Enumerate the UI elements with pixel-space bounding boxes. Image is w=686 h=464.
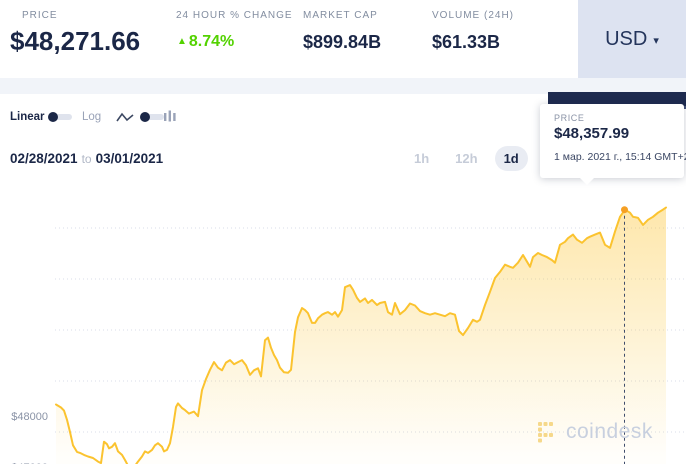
currency-value: USD (605, 27, 648, 50)
price-tooltip: PRICE $48,357.99 1 мар. 2021 г., 15:14 G… (540, 104, 686, 185)
price-label: PRICE (22, 10, 58, 21)
secondary-band (0, 78, 686, 94)
price-line (55, 206, 667, 464)
bar-chart-icon[interactable] (163, 109, 177, 130)
coindesk-watermark: coindesk (538, 420, 653, 444)
cursor-marker-dot (621, 206, 628, 214)
scale-linear-label[interactable]: Linear (10, 111, 45, 123)
y-axis-tick: $47000 (8, 462, 48, 464)
caret-down-icon: ▾ (653, 34, 659, 47)
coindesk-watermark-text: coindesk (566, 420, 653, 443)
date-range[interactable]: 02/28/2021 to 03/01/2021 (10, 151, 163, 166)
tooltip-datetime: 1 мар. 2021 г., 15:14 GMT+2 (554, 151, 686, 163)
price-area-fill (56, 207, 666, 464)
tooltip-price-label: PRICE (554, 113, 585, 123)
volume-value: $61.33B (432, 32, 501, 52)
market-cap-label: MARKET CAP (303, 10, 378, 21)
change-label: 24 HOUR % CHANGE (176, 10, 293, 21)
range-button-12h[interactable]: 12h (455, 151, 478, 166)
currency-selector[interactable]: USD ▾ (578, 0, 686, 78)
coindesk-logo-icon (538, 421, 553, 442)
chart-type-toggle[interactable] (140, 112, 166, 122)
chart-controls: Linear Log (0, 104, 420, 132)
scale-toggle[interactable] (48, 112, 74, 122)
price-header: PRICE $48,271.66 24 HOUR % CHANGE ▲ 8.74%… (0, 0, 686, 78)
price-chart-svg[interactable] (0, 190, 686, 464)
range-button-1d[interactable]: 1d (494, 146, 528, 171)
y-axis-tick: $48000 (11, 411, 48, 423)
tooltip-arrow (580, 178, 594, 185)
date-end[interactable]: 03/01/2021 (95, 151, 164, 166)
scale-log-label[interactable]: Log (82, 111, 102, 123)
change-value: ▲ 8.74% (177, 33, 234, 51)
line-chart-icon[interactable] (116, 111, 134, 129)
date-start[interactable]: 02/28/2021 (10, 151, 78, 166)
price-value: $48,271.66 (10, 26, 141, 56)
price-chart-area[interactable]: $48000 $47000 $46000 $45000 $44000 (0, 190, 686, 464)
range-button-1h[interactable]: 1h (414, 151, 430, 166)
volume-label: VOLUME (24H) (432, 10, 515, 21)
date-separator: to (81, 152, 92, 166)
tooltip-price-value: $48,357.99 (554, 125, 630, 142)
change-percent: 8.74% (188, 33, 235, 50)
up-arrow-icon: ▲ (177, 36, 187, 47)
market-cap-value: $899.84B (303, 32, 382, 52)
